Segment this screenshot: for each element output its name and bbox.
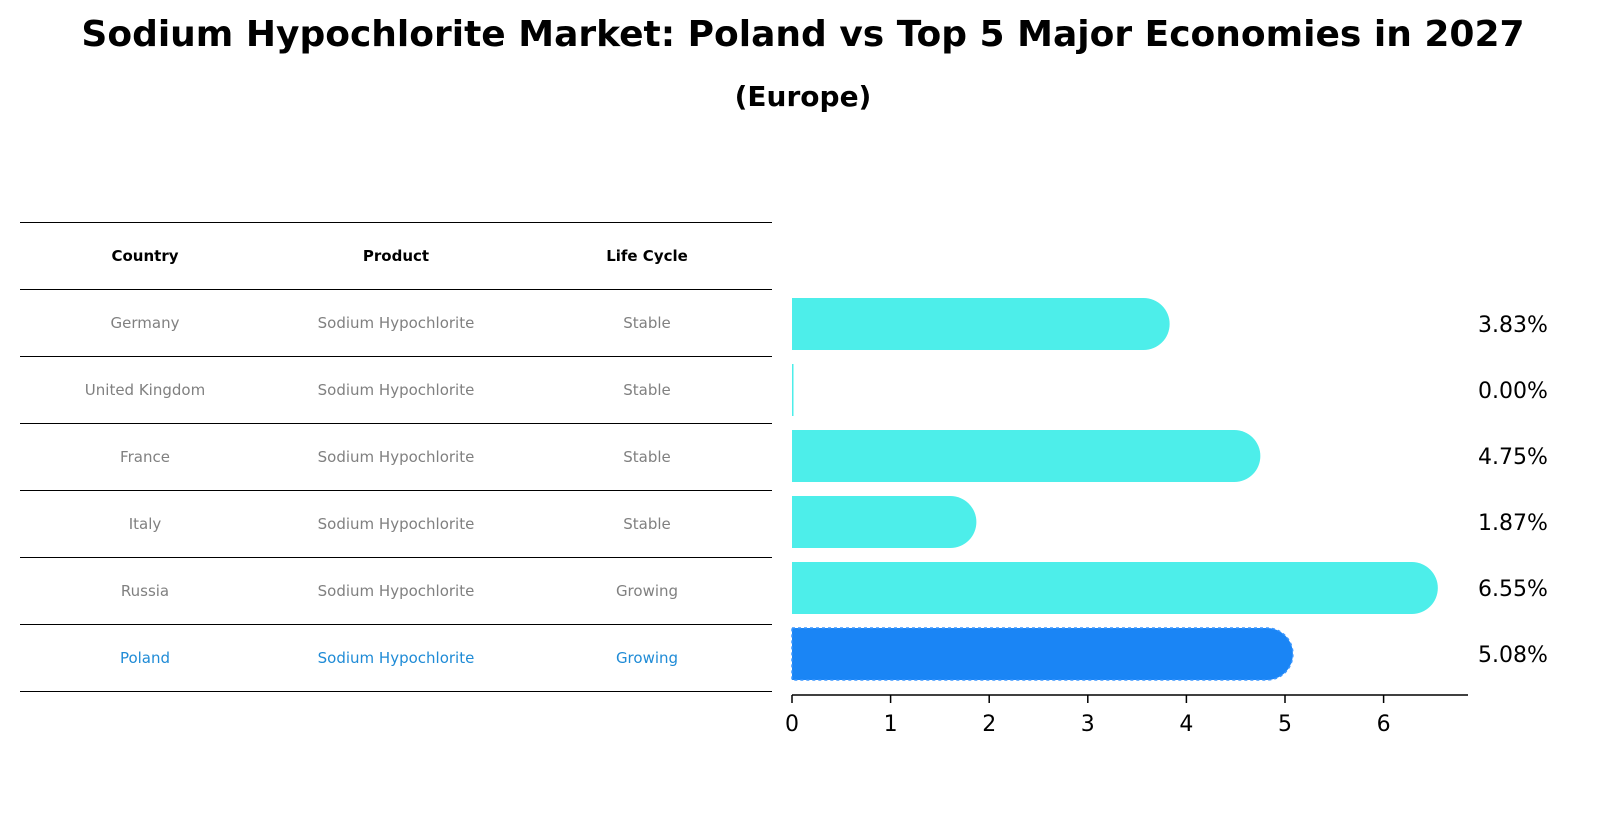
x-tick-label: 0 [785, 712, 799, 737]
table-row: Russia Sodium Hypochlorite Growing [20, 557, 772, 625]
cell-product: Sodium Hypochlorite [270, 423, 522, 491]
cell-product: Sodium Hypochlorite [270, 557, 522, 625]
value-label-germany: 3.83% [1478, 313, 1548, 338]
header-life-cycle: Life Cycle [522, 222, 772, 290]
x-tick-label: 3 [1081, 712, 1095, 737]
table-row: France Sodium Hypochlorite Stable [20, 423, 772, 491]
cell-life-cycle: Stable [522, 289, 772, 357]
table-row: Italy Sodium Hypochlorite Stable [20, 490, 772, 558]
bar-shape [792, 430, 1261, 482]
value-label-france: 4.75% [1478, 445, 1548, 470]
table-row-highlighted: Poland Sodium Hypochlorite Growing [20, 624, 772, 692]
cell-product: Sodium Hypochlorite [270, 624, 522, 692]
cell-product: Sodium Hypochlorite [270, 490, 522, 558]
cell-product: Sodium Hypochlorite [270, 356, 522, 424]
cell-product: Sodium Hypochlorite [270, 289, 522, 357]
bar-germany [792, 298, 1170, 350]
table-row: Germany Sodium Hypochlorite Stable [20, 289, 772, 357]
header-product: Product [270, 222, 522, 290]
bar-shape [791, 627, 1294, 681]
x-tick-label: 1 [884, 712, 898, 737]
x-tick-label: 6 [1377, 712, 1391, 737]
chart-title: Sodium Hypochlorite Market: Poland vs To… [81, 14, 1525, 55]
bar-united-kingdom [792, 364, 794, 416]
cell-life-cycle: Stable [522, 490, 772, 558]
data-table: Country Product Life Cycle Germany Sodiu… [20, 222, 772, 692]
value-label-united-kingdom: 0.00% [1478, 379, 1548, 404]
cell-life-cycle: Stable [522, 423, 772, 491]
cell-country: Germany [20, 289, 270, 357]
x-tick-label: 2 [982, 712, 996, 737]
bar-shape [792, 496, 977, 548]
header-country: Country [20, 222, 270, 290]
cell-life-cycle: Stable [522, 356, 772, 424]
table-row: United Kingdom Sodium Hypochlorite Stabl… [20, 356, 772, 424]
value-label-italy: 1.87% [1478, 511, 1548, 536]
x-tick-label: 4 [1179, 712, 1193, 737]
value-label-russia: 6.55% [1478, 577, 1548, 602]
cell-country: Italy [20, 490, 270, 558]
cell-country: United Kingdom [20, 356, 270, 424]
bar-poland [791, 627, 1294, 681]
bar-shape [792, 298, 1170, 350]
bar-france [792, 430, 1261, 482]
table-header-row: Country Product Life Cycle [20, 222, 772, 290]
bar-shape [792, 364, 794, 416]
cell-country: France [20, 423, 270, 491]
bar-italy [792, 496, 977, 548]
cell-country: Russia [20, 557, 270, 625]
bar-shape [792, 562, 1438, 614]
bar-russia [792, 562, 1438, 614]
value-label-poland: 5.08% [1478, 643, 1548, 668]
cell-life-cycle: Growing [522, 557, 772, 625]
x-tick-label: 5 [1278, 712, 1292, 737]
chart-subtitle: (Europe) [734, 80, 872, 113]
cell-country: Poland [20, 624, 270, 692]
cell-life-cycle: Growing [522, 624, 772, 692]
